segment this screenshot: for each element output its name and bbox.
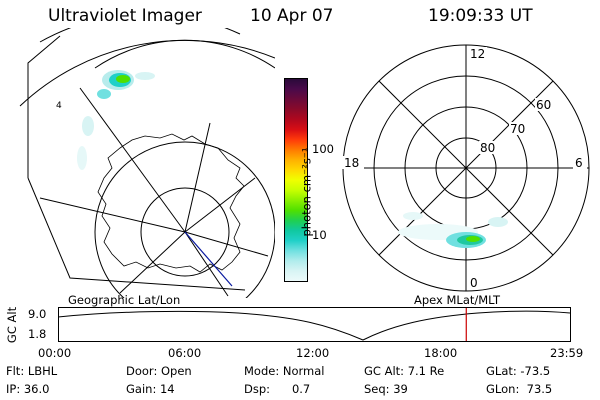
status-ip: IP: 36.0: [6, 382, 50, 396]
colorbar-tick-10: 10: [312, 228, 327, 242]
mlat-label-80: 80: [480, 141, 495, 155]
auroral-oval-apex: [398, 212, 508, 248]
x-tick-2359: 23:59: [550, 346, 584, 360]
mlt-label-6: 6: [575, 156, 583, 170]
geographic-map-panel: 4: [19, 28, 275, 298]
latitude-circle-inner: [140, 187, 230, 277]
instrument-title: Ultraviolet Imager: [48, 6, 202, 26]
fov-edge-left: [27, 35, 61, 178]
status-glon: GLon: 73.5: [486, 382, 553, 396]
mlat-label-70: 70: [510, 122, 525, 136]
gc-alt-y-bottom: 1.8: [28, 327, 47, 341]
status-mode: Mode: Normal: [244, 364, 325, 378]
status-gain: Gain: 14: [126, 382, 175, 396]
mlt-label-0: 0: [470, 276, 478, 290]
auroral-oval-geo: [77, 70, 155, 170]
continent-outline: [97, 133, 245, 273]
status-dsp: Dsp: 0.7: [244, 382, 311, 396]
colorbar-unit-label: photon cm⁻²s⁻¹: [299, 147, 314, 237]
gc-alt-axis-title: GC Alt: [5, 306, 20, 344]
status-filter: Flt: LBHL: [6, 364, 58, 378]
meridian-line: [79, 87, 186, 233]
status-door: Door: Open: [126, 364, 192, 378]
status-gc-alt: GC Alt: 7.1 Re: [364, 364, 445, 378]
gc-altitude-strip: [58, 307, 571, 342]
time-label: 19:09:33 UT: [428, 6, 533, 26]
x-tick-1800: 18:00: [424, 346, 458, 360]
colorbar-tick-100: 100: [312, 142, 334, 156]
apex-polar-plot: 12 18 6 0 60 70 80: [342, 44, 590, 292]
mlat-label-60: 60: [536, 98, 551, 112]
apex-panel-caption: Apex MLat/MLT: [414, 293, 501, 307]
orbit-altitude-curve: [58, 310, 571, 341]
latitude-arc-outer: [94, 39, 275, 69]
x-tick-1200: 12:00: [296, 346, 330, 360]
geo-panel-caption: Geographic Lat/Lon: [68, 293, 181, 307]
status-glat: GLat: -73.5: [486, 364, 551, 378]
x-tick-0000: 00:00: [38, 346, 72, 360]
color-scale-bar: [284, 78, 308, 282]
date-label: 10 Apr 07: [250, 6, 334, 26]
mlt-label-18: 18: [344, 156, 359, 170]
geo-grid-label: 4: [56, 101, 62, 111]
latitude-circle-mid: [94, 141, 275, 298]
mlt-label-12: 12: [470, 47, 485, 61]
status-seq: Seq: 39: [364, 382, 408, 396]
x-tick-0600: 06:00: [168, 346, 202, 360]
sun-direction-line: [184, 231, 233, 287]
gc-alt-y-top: 9.0: [28, 307, 47, 321]
